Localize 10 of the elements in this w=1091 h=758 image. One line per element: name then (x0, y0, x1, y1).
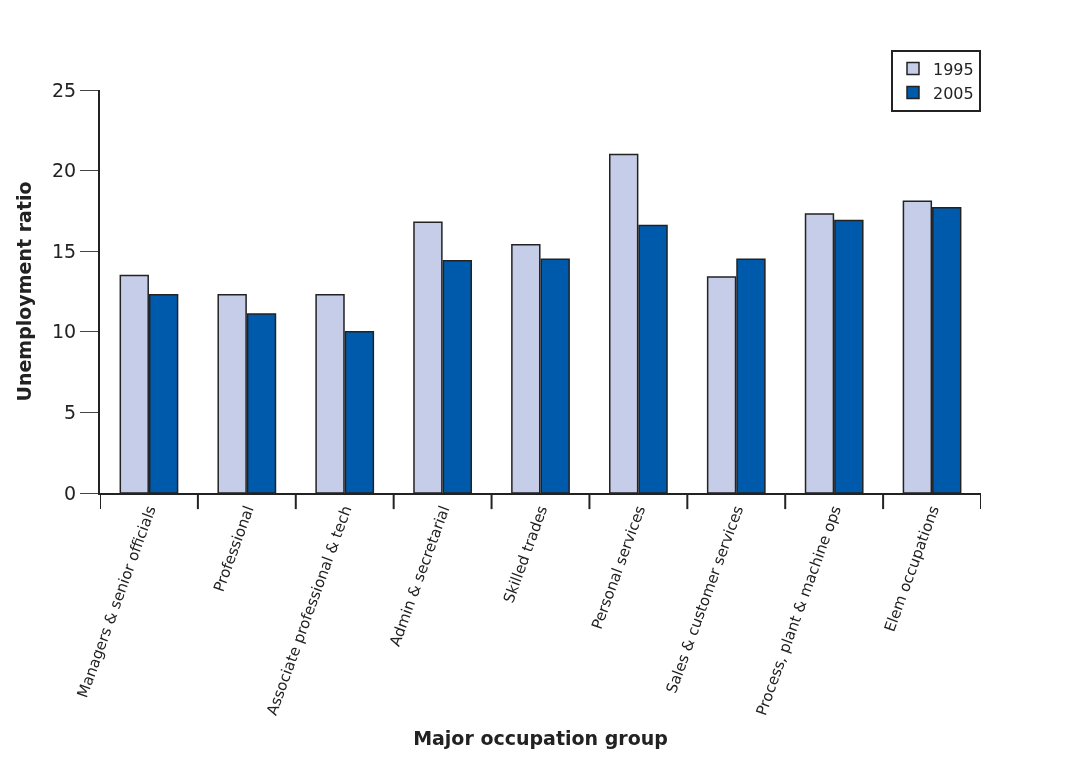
legend-label: 1995 (933, 59, 974, 79)
legend-label: 2005 (933, 83, 974, 103)
y-tick-label: 20 (52, 159, 77, 182)
y-tick-label: 25 (52, 78, 77, 101)
y-tick-label: 5 (64, 401, 77, 424)
y-tick-label: 0 (64, 481, 77, 504)
y-tick-label: 10 (52, 320, 77, 343)
x-axis-title: Major occupation group (413, 727, 668, 750)
y-tick-label: 15 (52, 239, 77, 262)
y-axis-title: Unemployment ratio (13, 181, 36, 402)
